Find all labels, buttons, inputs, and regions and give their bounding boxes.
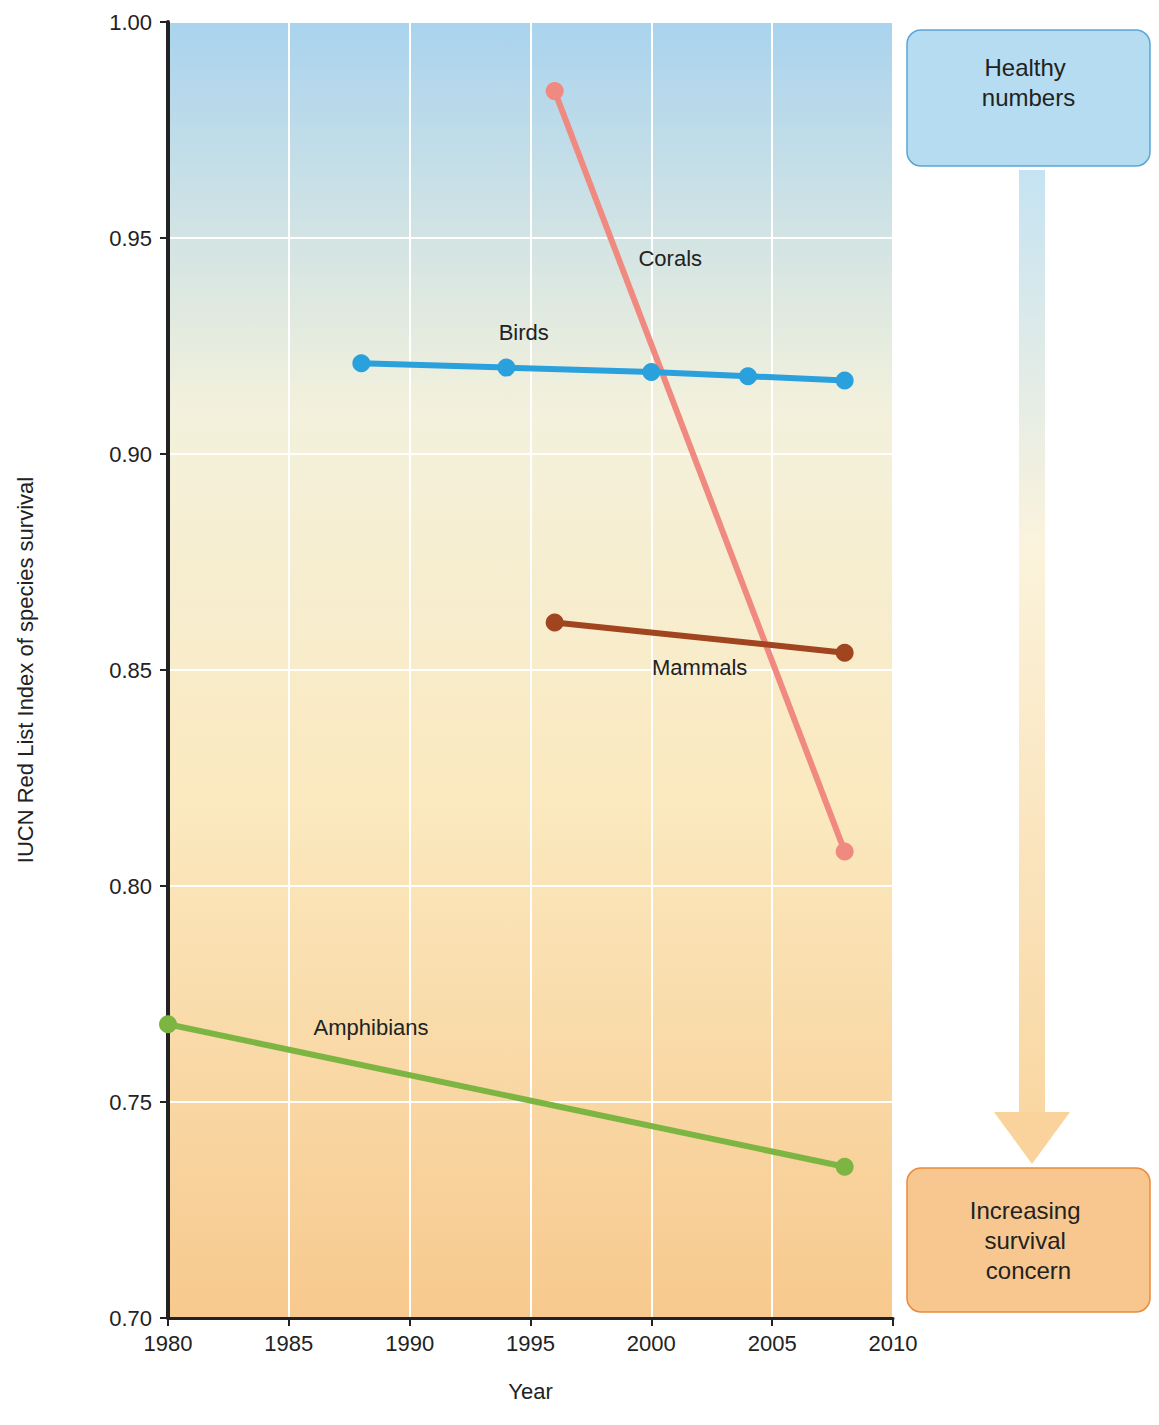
- svg-text:Amphibians: Amphibians: [314, 1015, 429, 1040]
- svg-text:0.85: 0.85: [109, 658, 152, 683]
- svg-text:0.70: 0.70: [109, 1306, 152, 1331]
- svg-text:2010: 2010: [869, 1331, 918, 1356]
- svg-text:2005: 2005: [748, 1331, 797, 1356]
- svg-text:Year: Year: [508, 1379, 552, 1404]
- svg-text:0.90: 0.90: [109, 442, 152, 467]
- svg-text:concern: concern: [986, 1257, 1071, 1284]
- svg-text:2000: 2000: [627, 1331, 676, 1356]
- svg-text:survival: survival: [984, 1227, 1072, 1254]
- svg-text:0.75: 0.75: [109, 1090, 152, 1115]
- svg-text:0.80: 0.80: [109, 874, 152, 899]
- svg-text:1985: 1985: [264, 1331, 313, 1356]
- svg-text:Mammals: Mammals: [652, 655, 747, 680]
- svg-text:1980: 1980: [144, 1331, 193, 1356]
- svg-text:Corals: Corals: [638, 246, 702, 271]
- svg-text:Healthy: Healthy: [984, 54, 1072, 81]
- svg-text:Birds: Birds: [499, 320, 549, 345]
- svg-text:numbers: numbers: [982, 84, 1075, 111]
- svg-text:0.95: 0.95: [109, 226, 152, 251]
- svg-text:IUCN Red List Index of species: IUCN Red List Index of species survival: [13, 477, 38, 863]
- svg-text:1.00: 1.00: [109, 10, 152, 35]
- svg-text:1995: 1995: [506, 1331, 555, 1356]
- svg-text:1990: 1990: [385, 1331, 434, 1356]
- svg-text:Increasing: Increasing: [970, 1197, 1087, 1224]
